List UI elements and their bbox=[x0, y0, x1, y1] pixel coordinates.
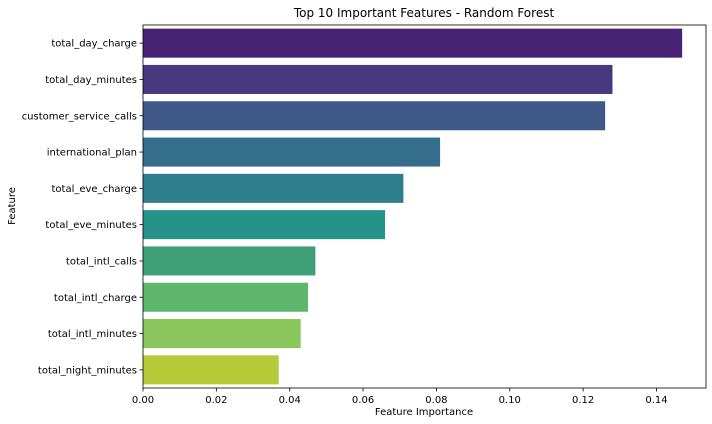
x-axis-ticks: 0.00 0.02 0.04 0.06 0.08 0.10 0.12 0.14 bbox=[132, 388, 668, 406]
x-tick-label: 0.10 bbox=[499, 395, 521, 406]
y-tick-label: international_plan bbox=[47, 148, 137, 159]
bar-total-intl-calls bbox=[143, 246, 316, 276]
x-tick-label: 0.00 bbox=[132, 395, 154, 406]
bar-total-day-charge bbox=[143, 28, 683, 58]
bar-total-eve-charge bbox=[143, 173, 404, 203]
x-tick-label: 0.04 bbox=[279, 395, 301, 406]
x-tick-label: 0.02 bbox=[205, 395, 227, 406]
chart-title: Top 10 Important Features - Random Fores… bbox=[293, 6, 555, 20]
x-tick-label: 0.14 bbox=[645, 395, 667, 406]
y-axis-ticks: total_day_charge total_day_minutescustome… bbox=[22, 39, 143, 376]
y-tick-label: total_eve_charge bbox=[52, 184, 138, 195]
x-tick-label: 0.08 bbox=[425, 395, 447, 406]
bars-layer bbox=[143, 28, 683, 385]
x-axis-title: Feature Importance bbox=[375, 407, 473, 418]
bar-total-night-minutes bbox=[143, 355, 279, 385]
bar-total-day-minutes bbox=[143, 64, 613, 94]
y-tick-label: total_day_minutes bbox=[45, 75, 137, 86]
y-tick-label: customer_service_calls bbox=[22, 111, 137, 122]
x-tick-label: 0.12 bbox=[572, 395, 594, 406]
bar-total-eve-minutes bbox=[143, 210, 386, 240]
y-tick-label: total_night_minutes bbox=[38, 365, 137, 376]
plot-frame bbox=[142, 24, 707, 389]
bar-total-intl-charge bbox=[143, 282, 309, 312]
bar-customer-service-calls bbox=[143, 101, 606, 131]
y-tick-label: total_day_charge bbox=[51, 39, 137, 50]
y-tick-label: total_intl_charge bbox=[54, 293, 137, 304]
y-tick-label: total_eve_minutes bbox=[45, 220, 137, 231]
y-tick-label: total_intl_calls bbox=[66, 256, 137, 267]
y-tick-label: total_intl_minutes bbox=[48, 329, 137, 340]
bar-total-intl-minutes bbox=[143, 319, 301, 349]
y-axis-title: Feature bbox=[7, 187, 18, 225]
x-tick-label: 0.06 bbox=[352, 395, 374, 406]
bar-international-plan bbox=[143, 137, 441, 167]
